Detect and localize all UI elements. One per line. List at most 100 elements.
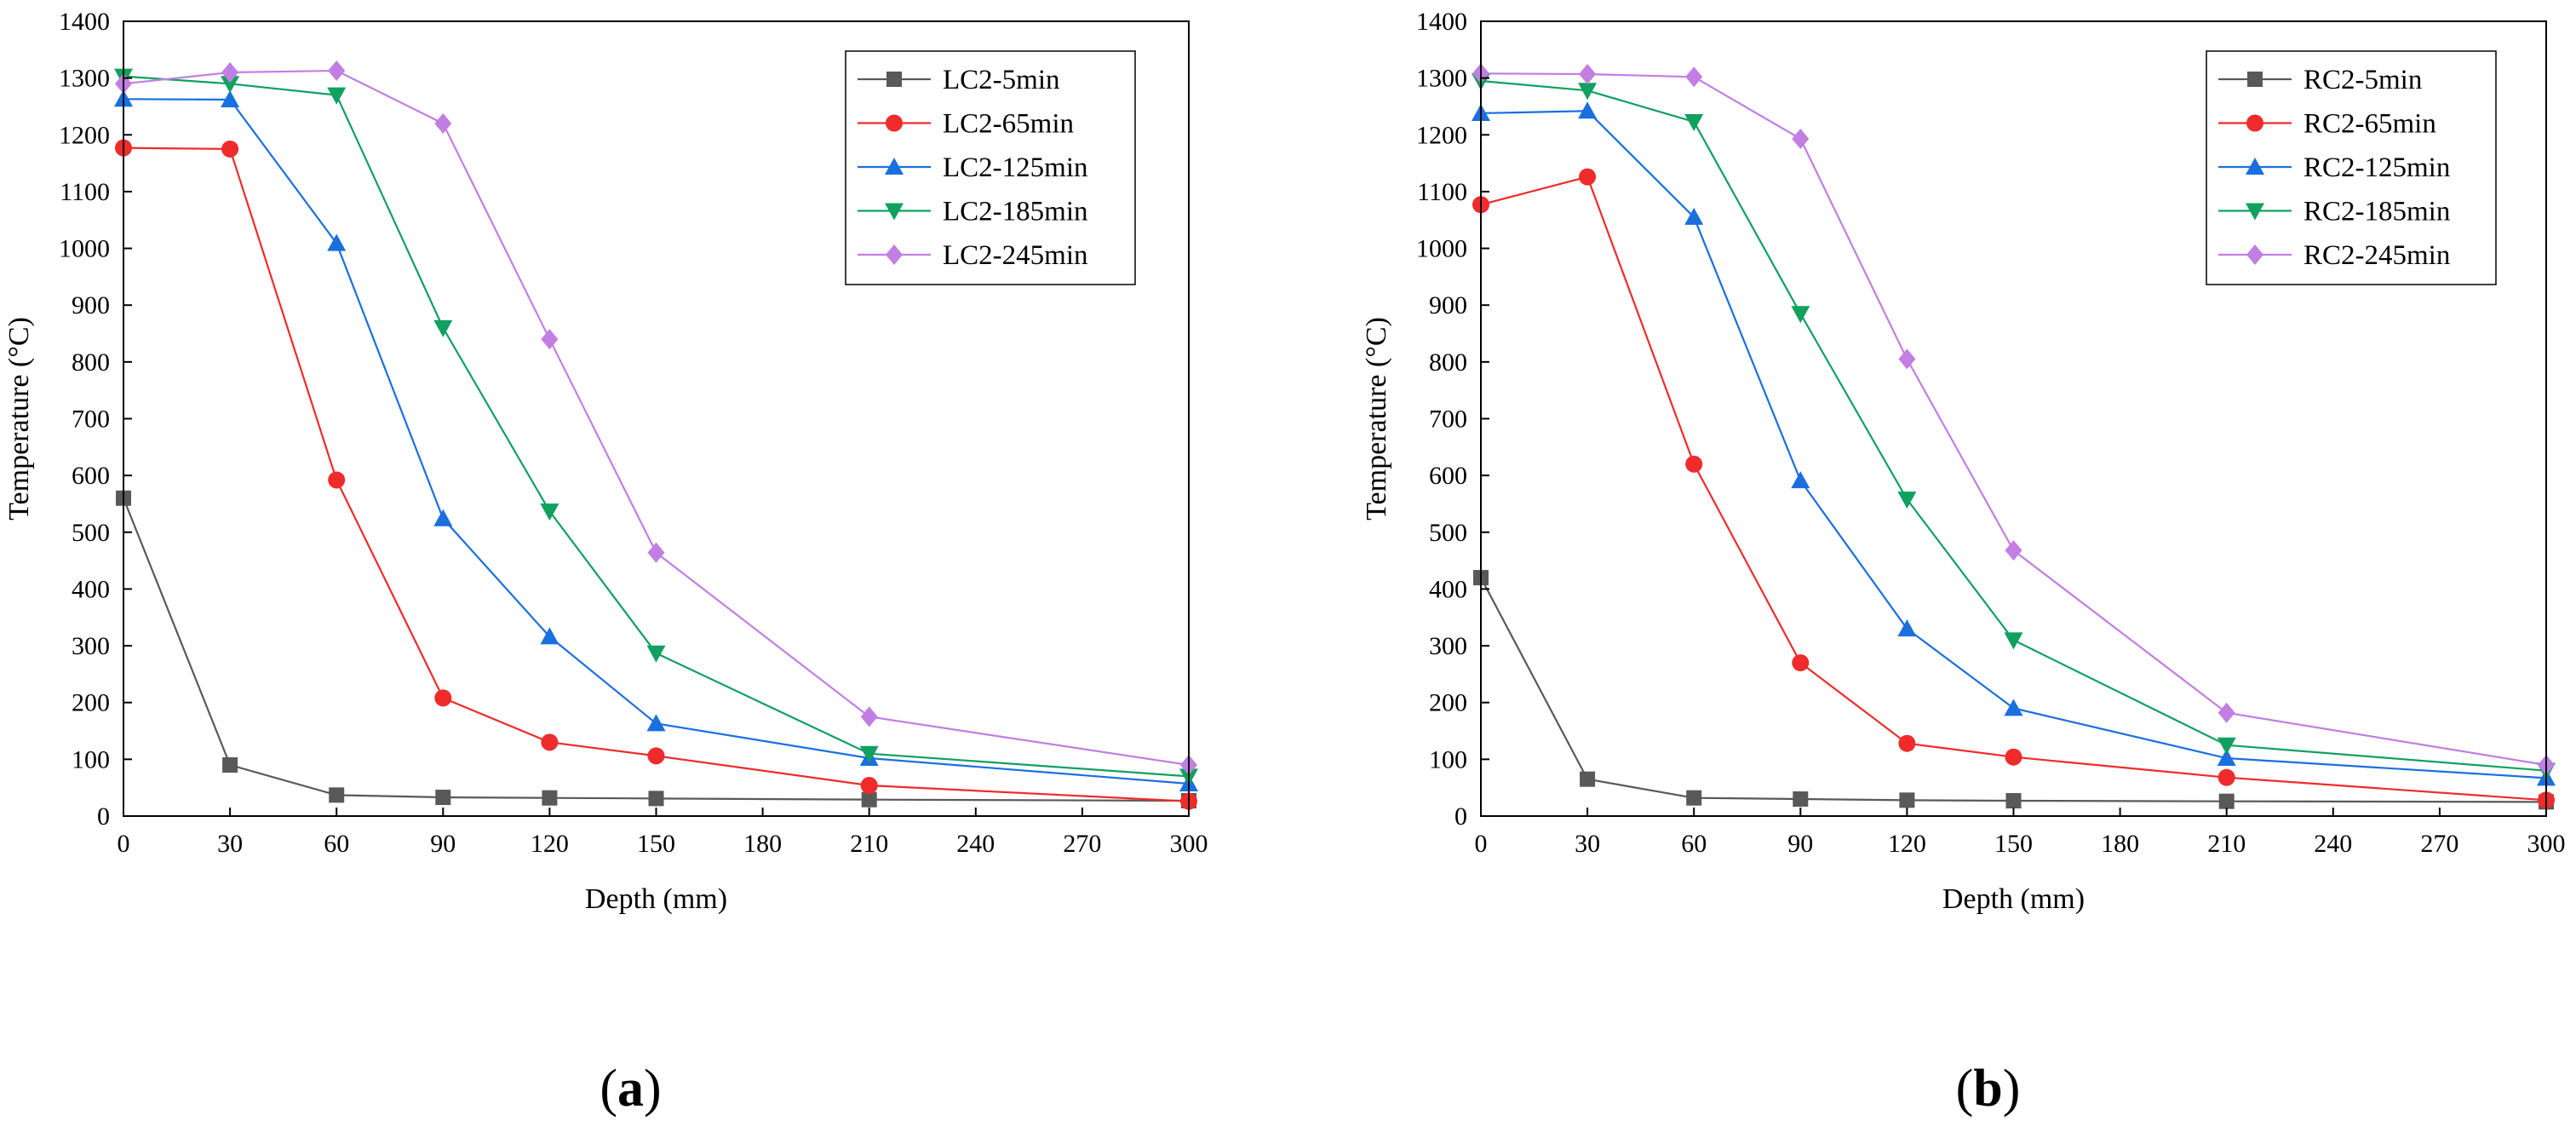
- data-point-rc2-5min-90: [1793, 791, 1809, 808]
- y-tick-label: 400: [72, 575, 110, 603]
- data-point-rc2-245min-90: [1792, 128, 1810, 149]
- legend-swatch-marker: [886, 114, 903, 132]
- data-point-rc2-185min-90: [1791, 306, 1810, 324]
- legend-swatch-marker: [2246, 114, 2263, 132]
- y-tick-label: 600: [72, 462, 110, 490]
- data-point-rc2-185min-60: [1684, 113, 1704, 131]
- x-tick-label: 0: [118, 830, 130, 858]
- data-point-lc2-65min-150: [647, 747, 665, 765]
- data-point-lc2-5min-210: [861, 791, 877, 808]
- x-tick-label: 150: [637, 830, 675, 858]
- legend-swatch-marker: [885, 158, 904, 175]
- series-line-rc2-5min: [1480, 577, 2547, 803]
- data-point-lc2-5min-150: [648, 791, 664, 807]
- data-point-lc2-185min-120: [540, 503, 559, 521]
- legend-swatch-marker: [886, 72, 902, 87]
- x-tick-label: 30: [217, 830, 243, 858]
- data-point-lc2-65min-30: [221, 140, 239, 158]
- legend-entry-label: LC2-185min: [943, 197, 1088, 227]
- y-tick-label: 1000: [59, 235, 110, 263]
- data-point-rc2-245min-210: [2217, 702, 2235, 723]
- panel-label: (a): [600, 1060, 661, 1118]
- data-point-rc2-65min-210: [2217, 768, 2235, 786]
- series-line-lc2-245min: [123, 69, 1190, 767]
- x-tick-label: 270: [1063, 830, 1101, 858]
- chart-panel-b: 0 30 60 90 120 150 180 210 240 270 300 0 100 200 300 40…: [1361, 8, 2566, 1118]
- x-tick-label: 240: [2314, 830, 2352, 858]
- y-tick-label: 400: [1429, 575, 1467, 603]
- series-line-rc2-245min: [1480, 72, 2547, 767]
- y-tick-label: 500: [1429, 519, 1467, 547]
- data-point-lc2-65min-90: [434, 689, 452, 707]
- x-tick-label: 60: [1681, 830, 1707, 858]
- series-line-rc2-65min: [1480, 175, 2547, 802]
- data-point-rc2-65min-150: [2005, 748, 2022, 766]
- y-tick-label: 900: [1429, 291, 1467, 319]
- y-tick-label: 0: [1454, 802, 1467, 831]
- series-line-lc2-5min: [122, 497, 1190, 802]
- data-point-lc2-245min-210: [860, 706, 878, 727]
- data-point-rc2-125min-60: [1684, 207, 1704, 225]
- data-point-rc2-65min-30: [1579, 168, 1597, 186]
- data-point-lc2-245min-30: [221, 61, 239, 83]
- legend-swatch-marker: [2246, 203, 2264, 221]
- panel-label-letter: b: [1973, 1060, 2002, 1118]
- data-point-lc2-65min-120: [541, 733, 559, 751]
- legend-entry-label: LC2-125min: [943, 152, 1088, 183]
- x-tick-label: 150: [1994, 830, 2033, 858]
- legend-swatch-marker: [2246, 244, 2263, 265]
- y-tick-label: 1100: [60, 178, 110, 206]
- data-point-rc2-125min-120: [1897, 619, 1917, 637]
- x-tick-label: 180: [2101, 830, 2139, 858]
- data-point-lc2-5min-90: [435, 790, 451, 806]
- data-point-lc2-65min-60: [328, 471, 346, 489]
- x-tick-label: 210: [850, 830, 888, 858]
- series-line-rc2-125min: [1480, 110, 2547, 779]
- y-tick-label: 300: [1429, 632, 1467, 660]
- y-tick-label: 800: [72, 348, 110, 377]
- legend-swatch-marker: [886, 244, 903, 265]
- panel-label-close: ): [2003, 1060, 2021, 1118]
- legend: LC2-5min LC2-65min LC2-125min LC2-185min LC2…: [845, 50, 1136, 285]
- data-point-rc2-125min-30: [1578, 101, 1598, 119]
- legend-swatch-marker: [2246, 158, 2264, 175]
- data-point-rc2-5min-120: [1899, 792, 1915, 808]
- data-point-lc2-245min-60: [328, 60, 346, 81]
- legend-entry-label: LC2-5min: [943, 65, 1060, 95]
- x-tick-label: 120: [531, 830, 569, 858]
- y-tick-label: 1100: [1417, 178, 1467, 206]
- data-point-lc2-65min-210: [860, 777, 878, 795]
- x-tick-label: 240: [956, 830, 995, 858]
- data-point-lc2-125min-90: [433, 509, 453, 526]
- data-point-rc2-125min-150: [2004, 699, 2023, 716]
- y-tick-label: 600: [1429, 462, 1467, 490]
- data-point-rc2-5min-60: [1686, 790, 1702, 806]
- x-tick-label: 300: [1170, 830, 1208, 858]
- series-line-rc2-185min: [1480, 79, 2547, 772]
- y-axis-title: Temperature (°C): [1361, 317, 1392, 520]
- y-tick-label: 1400: [1416, 8, 1467, 36]
- data-point-rc2-245min-60: [1685, 66, 1703, 88]
- y-tick-label: 1300: [59, 65, 110, 93]
- data-point-lc2-185min-60: [327, 87, 347, 105]
- y-tick-label: 1000: [1416, 235, 1467, 263]
- y-tick-label: 100: [72, 745, 110, 773]
- data-point-lc2-5min-30: [222, 757, 238, 773]
- legend: RC2-5min RC2-65min RC2-125min RC2-185min RC2…: [2206, 50, 2497, 285]
- data-point-rc2-245min-150: [2005, 540, 2022, 561]
- data-point-lc2-245min-120: [541, 329, 559, 350]
- series-line-lc2-65min: [123, 147, 1190, 802]
- data-point-lc2-245min-90: [434, 112, 452, 134]
- panel-label-letter: a: [617, 1060, 644, 1118]
- y-tick-label: 700: [1429, 405, 1467, 434]
- data-point-rc2-245min-30: [1579, 63, 1597, 84]
- x-tick-label: 0: [1475, 830, 1488, 858]
- x-tick-label: 210: [2207, 830, 2246, 858]
- y-tick-label: 1200: [1416, 121, 1467, 149]
- x-tick-label: 270: [2420, 830, 2458, 858]
- legend-entry-label: RC2-185min: [2303, 197, 2450, 227]
- y-tick-label: 500: [72, 519, 110, 547]
- legend-entry-label: RC2-5min: [2303, 65, 2422, 95]
- data-point-rc2-5min-30: [1580, 771, 1596, 787]
